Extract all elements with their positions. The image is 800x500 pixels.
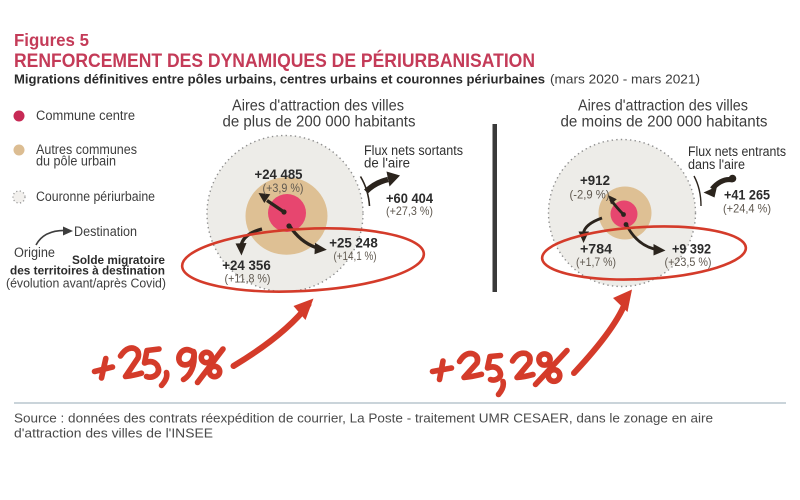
svg-text:(+1,7 %): (+1,7 %) [576, 255, 616, 269]
svg-text:dans l'aire: dans l'aire [688, 157, 745, 172]
svg-text:+25 248: +25 248 [329, 235, 378, 251]
svg-text:Commune centre: Commune centre [36, 108, 135, 123]
svg-text:(+23,5 %): (+23,5 %) [665, 255, 712, 269]
svg-text:+24 356: +24 356 [222, 257, 271, 273]
svg-text:RENFORCEMENT DES DYNAMIQUES DE: RENFORCEMENT DES DYNAMIQUES DE PÉRIURBAN… [14, 49, 535, 72]
svg-text:+41 265: +41 265 [724, 187, 770, 203]
svg-text:+9 392: +9 392 [672, 241, 711, 257]
svg-text:Aires d'attraction des villes: Aires d'attraction des villes [232, 98, 404, 115]
svg-text:du pôle urbain: du pôle urbain [36, 154, 116, 169]
svg-text:Figures 5: Figures 5 [14, 30, 89, 50]
svg-text:Migrations définitives entre p: Migrations définitives entre pôles urbai… [14, 72, 700, 87]
svg-text:+24 485: +24 485 [255, 166, 303, 182]
svg-text:Aires d'attraction des villes: Aires d'attraction des villes [578, 98, 748, 115]
svg-text:(+27,3 %): (+27,3 %) [386, 204, 433, 218]
svg-text:Solde migratoire: Solde migratoire [72, 253, 165, 267]
svg-text:Flux nets entrants: Flux nets entrants [688, 144, 786, 159]
svg-text:des territoires à destination: des territoires à destination [10, 264, 165, 278]
svg-text:Autres communes: Autres communes [36, 142, 137, 157]
svg-text:Destination: Destination [74, 224, 137, 239]
svg-text:Flux nets sortants: Flux nets sortants [364, 143, 463, 158]
svg-text:de l'aire: de l'aire [364, 156, 410, 171]
svg-text:(-2,9 %): (-2,9 %) [570, 188, 610, 202]
svg-text:(+24,4 %): (+24,4 %) [723, 202, 771, 216]
svg-text:+912: +912 [580, 172, 610, 188]
svg-text:+60 404: +60 404 [386, 190, 433, 206]
svg-text:Source : données des contrats: Source : données des contrats réexpéditi… [14, 411, 713, 426]
svg-text:(évolution avant/après Covid): (évolution avant/après Covid) [6, 277, 166, 291]
svg-text:(+14,1 %): (+14,1 %) [334, 249, 377, 263]
svg-text:d'attraction des villes de l'I: d'attraction des villes de l'INSEE [14, 426, 213, 441]
svg-text:Origine: Origine [14, 245, 55, 260]
svg-text:Couronne périurbaine: Couronne périurbaine [36, 189, 155, 204]
svg-text:de plus de 200 000 habitants: de plus de 200 000 habitants [223, 114, 416, 131]
svg-text:de moins de 200 000 habitants: de moins de 200 000 habitants [561, 114, 768, 131]
svg-text:+784: +784 [580, 241, 612, 257]
svg-text:(+11,8 %): (+11,8 %) [225, 272, 271, 286]
svg-text:(+3,9 %): (+3,9 %) [263, 181, 304, 195]
